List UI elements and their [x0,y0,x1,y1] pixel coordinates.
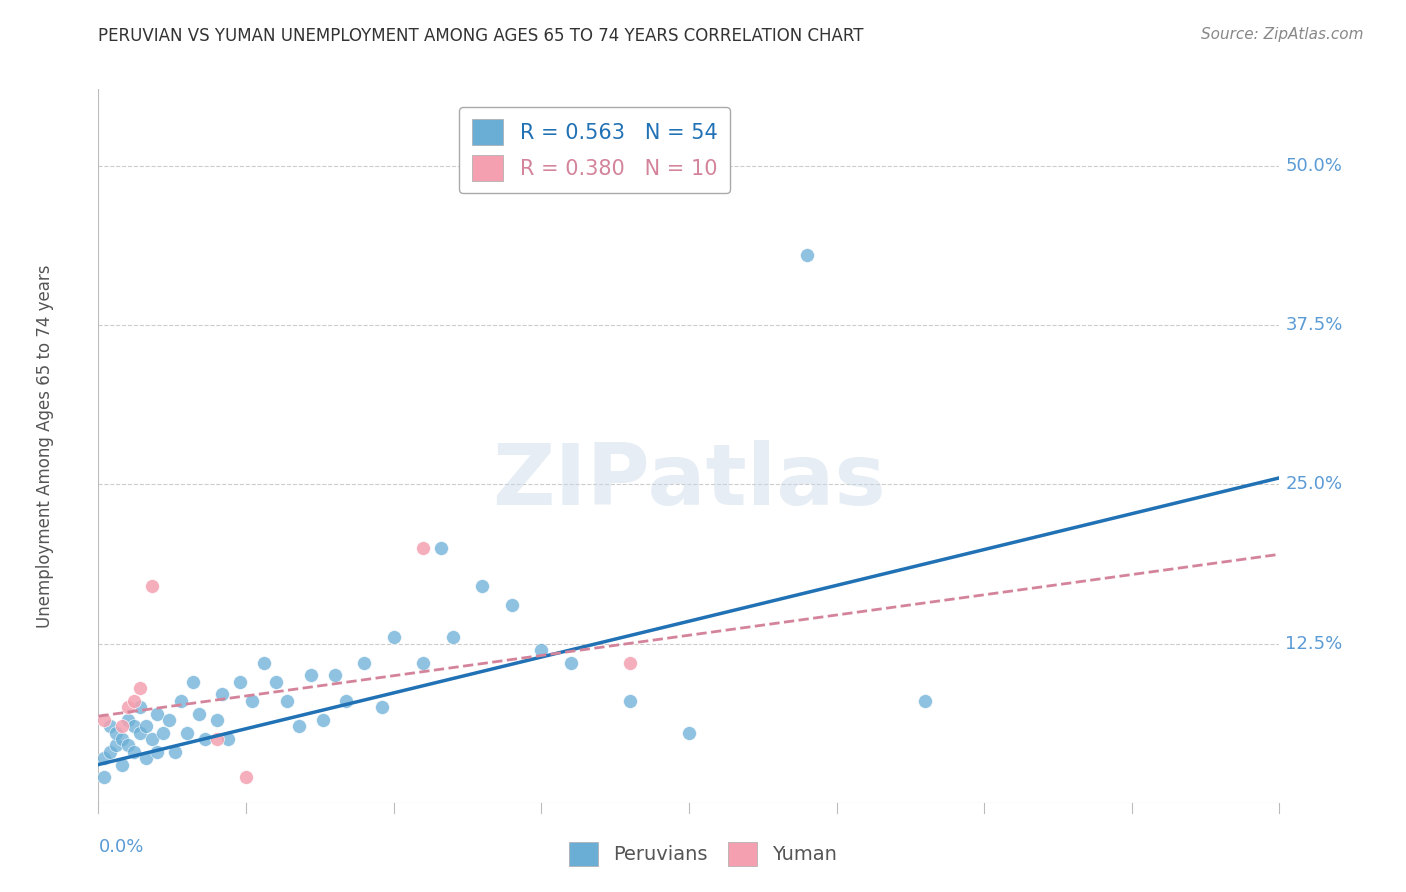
Point [111,719,134,733]
Point [93,751,115,765]
Point [135,719,157,733]
Point [619,694,641,708]
Point [111,732,134,747]
Point [412,656,434,670]
Point [170,694,193,708]
Text: PERUVIAN VS YUMAN UNEMPLOYMENT AMONG AGES 65 TO 74 YEARS CORRELATION CHART: PERUVIAN VS YUMAN UNEMPLOYMENT AMONG AGE… [98,27,863,45]
Point [105,725,128,739]
Point [796,248,818,262]
Point [122,694,145,708]
Point [98,745,121,759]
Text: Unemployment Among Ages 65 to 74 years: Unemployment Among Ages 65 to 74 years [37,264,55,628]
Point [181,674,204,689]
Point [194,732,217,747]
Point [229,674,252,689]
Point [471,579,494,593]
Legend: R = 0.563   N = 54, R = 0.380   N = 10: R = 0.563 N = 54, R = 0.380 N = 10 [460,107,730,193]
Text: 12.5%: 12.5% [1285,634,1343,653]
Point [141,579,163,593]
Point [146,745,169,759]
Point [501,599,523,613]
Point [122,719,145,733]
Point [205,732,228,747]
Text: 25.0%: 25.0% [1285,475,1343,493]
Point [93,713,115,727]
Point [93,770,115,784]
Point [430,541,453,555]
Text: Source: ZipAtlas.com: Source: ZipAtlas.com [1201,27,1364,42]
Point [135,751,157,765]
Point [111,757,134,772]
Point [165,745,187,759]
Point [299,668,322,682]
Point [146,706,169,721]
Point [128,681,150,695]
Point [122,745,145,759]
Legend: Peruvians, Yuman: Peruvians, Yuman [561,834,845,873]
Point [105,739,128,753]
Point [98,719,121,733]
Point [560,656,582,670]
Point [117,700,139,714]
Text: 50.0%: 50.0% [1285,157,1343,175]
Point [323,668,346,682]
Point [157,713,180,727]
Point [128,700,150,714]
Text: ZIPatlas: ZIPatlas [492,440,886,524]
Point [335,694,357,708]
Text: 0.0%: 0.0% [98,838,143,856]
Point [235,770,257,784]
Point [117,739,139,753]
Point [264,674,287,689]
Point [412,541,434,555]
Point [141,732,163,747]
Point [441,630,464,644]
Point [530,643,553,657]
Point [217,732,239,747]
Point [678,725,700,739]
Point [117,713,139,727]
Point [914,694,936,708]
Point [128,725,150,739]
Point [240,694,263,708]
Point [187,706,209,721]
Point [176,725,198,739]
Text: 37.5%: 37.5% [1285,316,1343,334]
Point [619,656,641,670]
Point [152,725,174,739]
Point [353,656,375,670]
Point [253,656,276,670]
Point [312,713,335,727]
Point [276,694,298,708]
Point [371,700,394,714]
Point [288,719,311,733]
Point [205,713,228,727]
Point [211,688,233,702]
Point [382,630,405,644]
